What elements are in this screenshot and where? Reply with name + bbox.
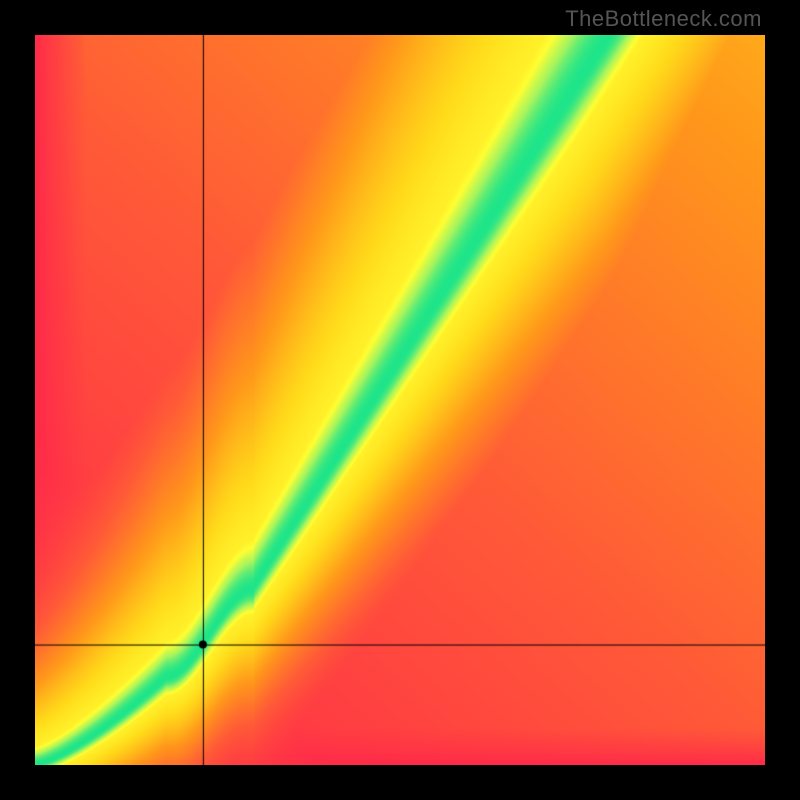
- watermark-text: TheBottleneck.com: [565, 6, 762, 32]
- plot-container: [35, 35, 765, 765]
- page-root: TheBottleneck.com: [0, 0, 800, 800]
- heatmap-canvas: [35, 35, 765, 765]
